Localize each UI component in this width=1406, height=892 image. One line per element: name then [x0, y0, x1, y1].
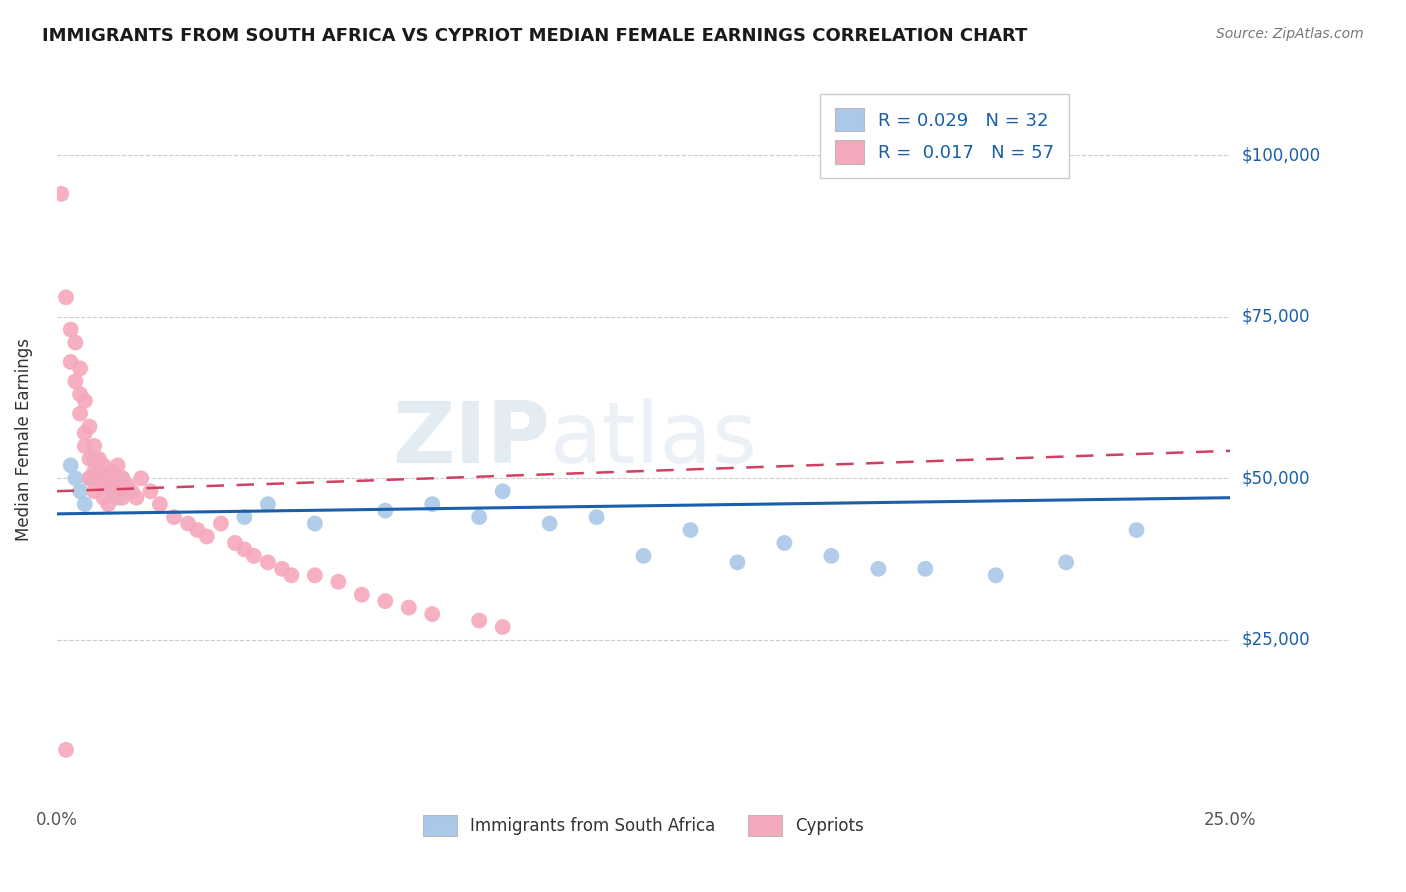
Point — [139, 484, 162, 499]
Point — [101, 477, 124, 491]
Point — [125, 491, 148, 505]
Point — [83, 484, 105, 499]
Point — [209, 516, 232, 531]
Point — [121, 484, 143, 499]
Point — [111, 471, 134, 485]
Point — [79, 471, 101, 485]
Point — [101, 484, 124, 499]
Point — [492, 620, 515, 634]
Point — [87, 471, 110, 485]
Point — [73, 439, 96, 453]
Point — [111, 491, 134, 505]
Point — [65, 335, 87, 350]
Point — [69, 387, 91, 401]
Point — [679, 523, 702, 537]
Point — [328, 574, 350, 589]
Point — [69, 407, 91, 421]
Point — [1125, 523, 1147, 537]
Point — [73, 393, 96, 408]
Point — [55, 743, 77, 757]
Point — [107, 458, 129, 473]
Point — [243, 549, 266, 563]
Point — [69, 361, 91, 376]
Point — [304, 568, 326, 582]
Point — [79, 451, 101, 466]
Point — [420, 607, 443, 621]
Point — [79, 419, 101, 434]
Point — [1054, 555, 1077, 569]
Point — [163, 510, 186, 524]
Point — [55, 290, 77, 304]
Point — [186, 523, 208, 537]
Point — [177, 516, 200, 531]
Point — [115, 484, 138, 499]
Point — [271, 562, 294, 576]
Point — [914, 562, 936, 576]
Point — [65, 471, 87, 485]
Point — [107, 491, 129, 505]
Point — [93, 477, 115, 491]
Point — [257, 497, 280, 511]
Point — [374, 594, 396, 608]
Text: $100,000: $100,000 — [1241, 146, 1320, 164]
Point — [79, 471, 101, 485]
Point — [73, 425, 96, 440]
Point — [93, 491, 115, 505]
Point — [83, 439, 105, 453]
Text: ZIP: ZIP — [392, 398, 550, 481]
Point — [111, 471, 134, 485]
Legend: Immigrants from South Africa, Cypriots: Immigrants from South Africa, Cypriots — [415, 807, 872, 844]
Point — [398, 600, 420, 615]
Point — [59, 458, 82, 473]
Point — [224, 536, 246, 550]
Point — [87, 465, 110, 479]
Point — [51, 186, 73, 201]
Point — [420, 497, 443, 511]
Point — [97, 471, 120, 485]
Point — [868, 562, 890, 576]
Point — [350, 588, 373, 602]
Text: atlas: atlas — [550, 398, 758, 481]
Point — [59, 322, 82, 336]
Point — [773, 536, 796, 550]
Point — [65, 374, 87, 388]
Point — [97, 471, 120, 485]
Point — [304, 516, 326, 531]
Point — [585, 510, 607, 524]
Point — [129, 471, 152, 485]
Point — [59, 355, 82, 369]
Point — [468, 614, 491, 628]
Point — [83, 465, 105, 479]
Point — [115, 477, 138, 491]
Point — [492, 484, 515, 499]
Text: $75,000: $75,000 — [1241, 308, 1310, 326]
Point — [93, 477, 115, 491]
Point — [725, 555, 748, 569]
Point — [538, 516, 561, 531]
Point — [257, 555, 280, 569]
Text: $50,000: $50,000 — [1241, 469, 1310, 487]
Point — [233, 542, 256, 557]
Point — [280, 568, 302, 582]
Point — [820, 549, 842, 563]
Point — [101, 465, 124, 479]
Point — [69, 484, 91, 499]
Text: IMMIGRANTS FROM SOUTH AFRICA VS CYPRIOT MEDIAN FEMALE EARNINGS CORRELATION CHART: IMMIGRANTS FROM SOUTH AFRICA VS CYPRIOT … — [42, 27, 1028, 45]
Point — [73, 497, 96, 511]
Point — [83, 451, 105, 466]
Y-axis label: Median Female Earnings: Median Female Earnings — [15, 338, 32, 541]
Point — [233, 510, 256, 524]
Point — [87, 451, 110, 466]
Point — [149, 497, 172, 511]
Point — [468, 510, 491, 524]
Point — [374, 503, 396, 517]
Point — [93, 458, 115, 473]
Point — [984, 568, 1007, 582]
Point — [195, 529, 218, 543]
Point — [633, 549, 655, 563]
Text: $25,000: $25,000 — [1241, 631, 1310, 649]
Point — [97, 497, 120, 511]
Text: Source: ZipAtlas.com: Source: ZipAtlas.com — [1216, 27, 1364, 41]
Point — [107, 484, 129, 499]
